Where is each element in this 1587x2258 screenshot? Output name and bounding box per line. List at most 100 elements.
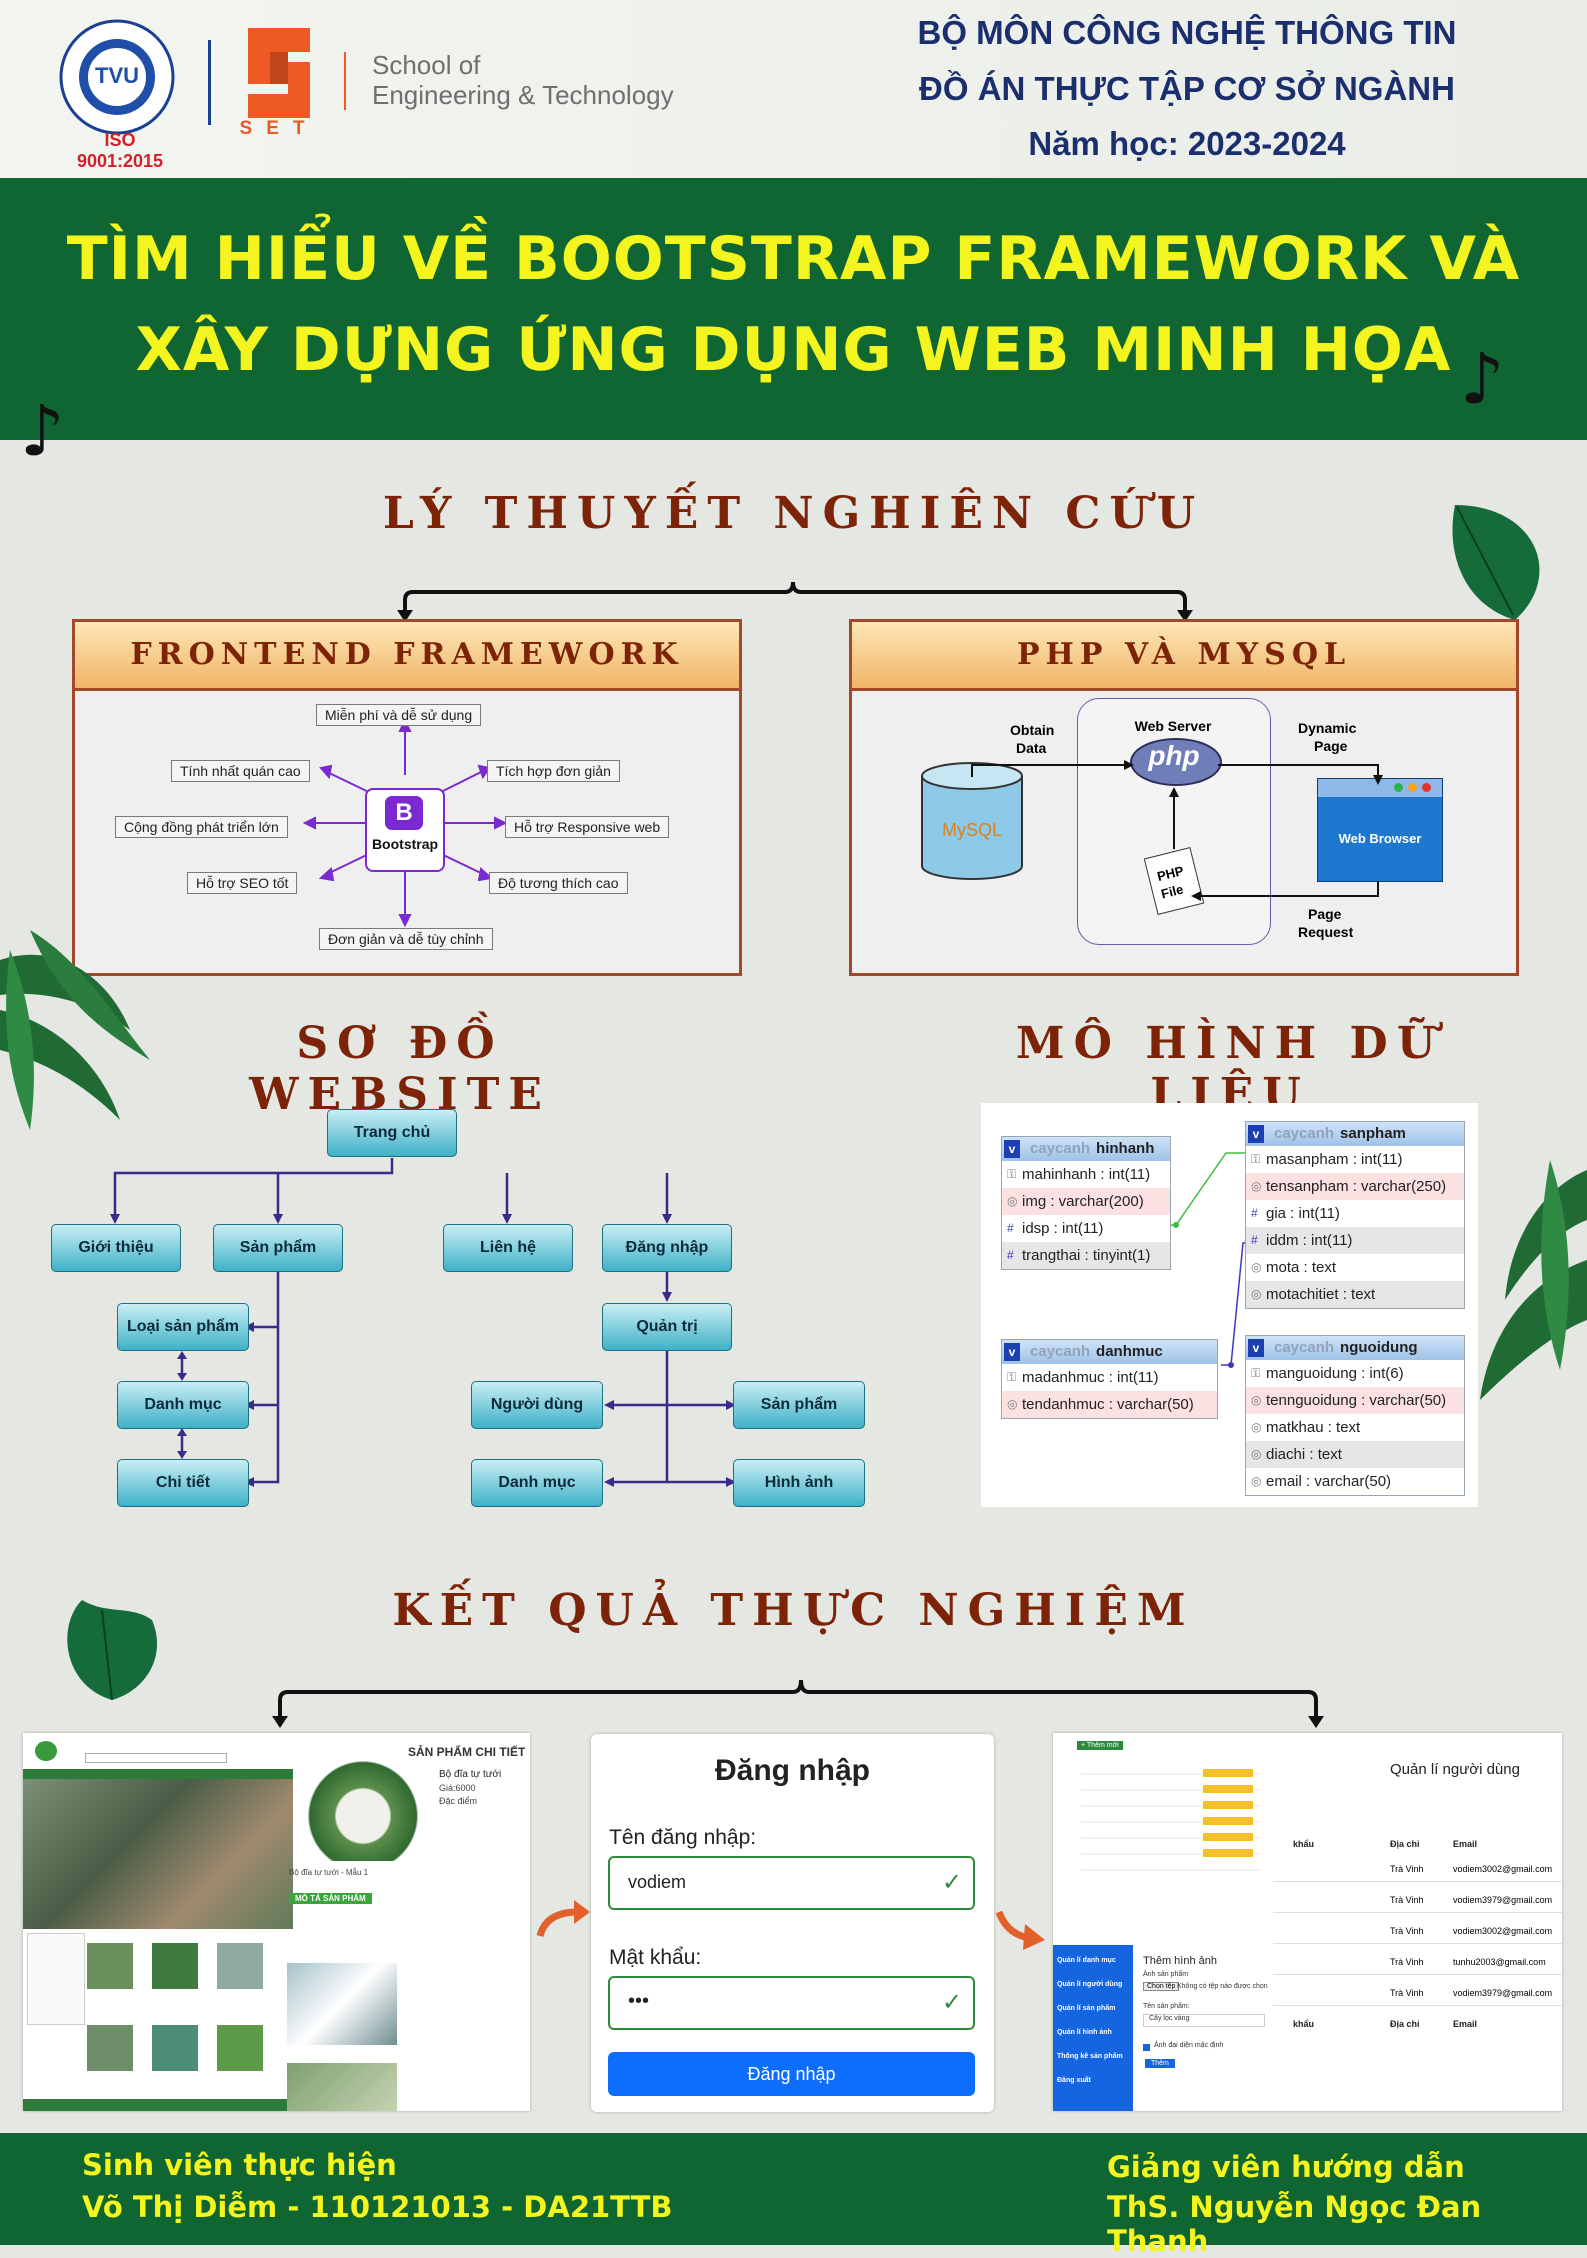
row-address: Trà Vinh [1390,1957,1424,1967]
username-label: Tên đăng nhập: [609,1826,757,1849]
check-icon: ✓ [942,1868,963,1896]
login-title: Đăng nhập [715,1754,870,1787]
node-products: Sản phẩm [213,1224,343,1272]
sidebar-item[interactable]: Quản lí sản phẩm [1057,2005,1116,2012]
number-icon: # [1251,1233,1258,1247]
table-row: # idsp : int(11) [1002,1215,1170,1242]
php-logo-text: php [1148,740,1200,771]
table-name: nguoidung [1340,1339,1418,1356]
admin-row-2: Trà Vinh vodiem3979@gmail.com [1273,1892,1562,1913]
sidebar-item[interactable]: Đăng xuất [1057,2077,1091,2084]
admin-edit-buttons [1203,1769,1253,1865]
advisor-name: ThS. Nguyễn Ngọc Đan Thanh [1107,2190,1482,2258]
text-icon: ◎ [1251,1420,1262,1434]
title-band [0,178,1587,440]
table-row: ◎ matkhau : text [1246,1414,1464,1441]
column-text: matkhau : text [1266,1419,1361,1436]
table-row: ◎ email : varchar(50) [1246,1468,1464,1495]
feature-community: Cộng đồng phát triển lớn [115,816,288,838]
default-checkbox-label: Ảnh đại diện mặc định [1154,2042,1224,2049]
admin-row-1: Trà Vinh vodiem3002@gmail.com [1273,1861,1562,1882]
choose-file-button[interactable]: Chọn tệp [1143,1982,1180,1991]
node-admin-category: Danh mục [471,1459,603,1507]
browser-dot-orange-icon [1408,783,1417,792]
text-icon: ◎ [1251,1474,1262,1488]
node-home: Trang chủ [327,1109,457,1157]
table-row: ⚿ masanpham : int(11) [1246,1146,1464,1173]
password-value: ••• [628,1990,650,2012]
detail-desc-tab[interactable]: MÔ TẢ SẢN PHẨM [289,1893,372,1904]
number-icon: # [1007,1248,1014,1262]
key-icon: ⚿ [1007,1167,1017,1181]
plant-decoration [1470,1150,1587,1430]
column-text: img : varchar(200) [1022,1193,1144,1210]
column-text: tendanhmuc : varchar(50) [1022,1396,1194,1413]
product-card[interactable] [87,1943,133,1989]
admin-screenshot: + Thêm mới Quản lí người dùng khẩu Địa c… [1053,1733,1562,2111]
table-header: v caycanh sanpham [1246,1122,1464,1146]
column-text: gia : int(11) [1266,1205,1340,1222]
table-row: ◎ img : varchar(200) [1002,1188,1170,1215]
default-checkbox[interactable] [1143,2044,1150,2051]
product-card[interactable] [152,1943,198,1989]
school-line-1: School of [372,50,481,80]
text-icon: ◎ [1251,1447,1262,1461]
web-server-label: Web Server [1134,718,1212,734]
column-text: motachitiet : text [1266,1286,1376,1303]
sidebar-item[interactable]: Quản lí người dùng [1057,1981,1123,1988]
key-icon: ⚿ [1007,1370,1017,1384]
arrow-curve-icon [995,1908,1049,1952]
product-name-input[interactable] [1143,2014,1265,2027]
table-row: ◎ tensanpham : varchar(250) [1246,1173,1464,1200]
row-address: Trà Vinh [1390,1926,1424,1936]
row-address: Trà Vinh [1390,1864,1424,1874]
shop-logo-icon [35,1741,57,1761]
feature-consistent: Tính nhất quán cao [171,760,310,782]
col-address-2: Địa chỉ [1390,2019,1420,2029]
col-password: khẩu [1293,1839,1315,1849]
browser-dot-green-icon [1394,783,1403,792]
page-request-2: Request [1298,924,1354,940]
node-admin-products: Sản phẩm [733,1381,865,1429]
table-row: ◎ tennguoidung : varchar(50) [1246,1387,1464,1414]
collapse-icon: v [1004,1140,1020,1158]
username-input[interactable]: vodiem ✓ [608,1856,975,1910]
detail-product-image [293,1761,433,1861]
shop-topbar [23,1733,303,1770]
sidebar-item[interactable]: Thống kê sản phẩm [1057,2053,1123,2060]
node-product-type: Loại sản phẩm [117,1303,249,1351]
admin-add-button[interactable]: + Thêm mới [1077,1741,1123,1750]
node-contact: Liên hệ [443,1224,573,1272]
login-screenshot: Đăng nhập Tên đăng nhập: vodiem ✓ Mật kh… [591,1734,994,2112]
dynamic-page-1: Dynamic [1298,720,1357,736]
column-text: email : varchar(50) [1266,1473,1392,1490]
shop-nav [23,1769,303,1779]
frontend-panel: FRONTEND FRAMEWORK B Bootstrap Miễn phí … [72,619,742,976]
shop-categories [27,1933,85,2025]
obtain-data-1: Obtain [1010,722,1055,738]
row-address: Trà Vinh [1390,1988,1424,1998]
password-input[interactable]: ••• ✓ [608,1976,975,2030]
node-intro: Giới thiệu [51,1224,181,1272]
col-password-2: khẩu [1293,2019,1315,2029]
product-card[interactable] [152,2025,198,2071]
row-email: vodiem3002@gmail.com [1453,1926,1553,1936]
page-request-1: Page [1308,906,1342,922]
product-name-label: Tên sản phẩm: [1143,2003,1190,2010]
table-header: v caycanh hinhanh [1002,1137,1170,1161]
product-card[interactable] [217,1943,263,1989]
product-card[interactable] [217,2025,263,2071]
php-mysql-heading: PHP VÀ MYSQL [852,622,1516,691]
music-note-icon: ♪ [1460,338,1505,420]
plant-decoration [0,920,150,1140]
sidebar-item[interactable]: Quản lí danh mục [1057,1957,1116,1964]
add-image-submit[interactable]: Thêm [1145,2059,1175,2068]
project-name: ĐỒ ÁN THỰC TẬP CƠ SỞ NGÀNH [919,70,1455,107]
login-submit-button[interactable]: Đăng nhập [608,2052,975,2096]
table-row: ⚿ mahinhanh : int(11) [1002,1161,1170,1188]
feature-free: Miễn phí và dễ sử dụng [316,704,482,726]
sidebar-item[interactable]: Quản lí hình ảnh [1057,2029,1112,2036]
product-card[interactable] [87,2025,133,2071]
detail-usage-image [287,1963,397,2045]
dynamic-page-2: Page [1314,738,1348,754]
